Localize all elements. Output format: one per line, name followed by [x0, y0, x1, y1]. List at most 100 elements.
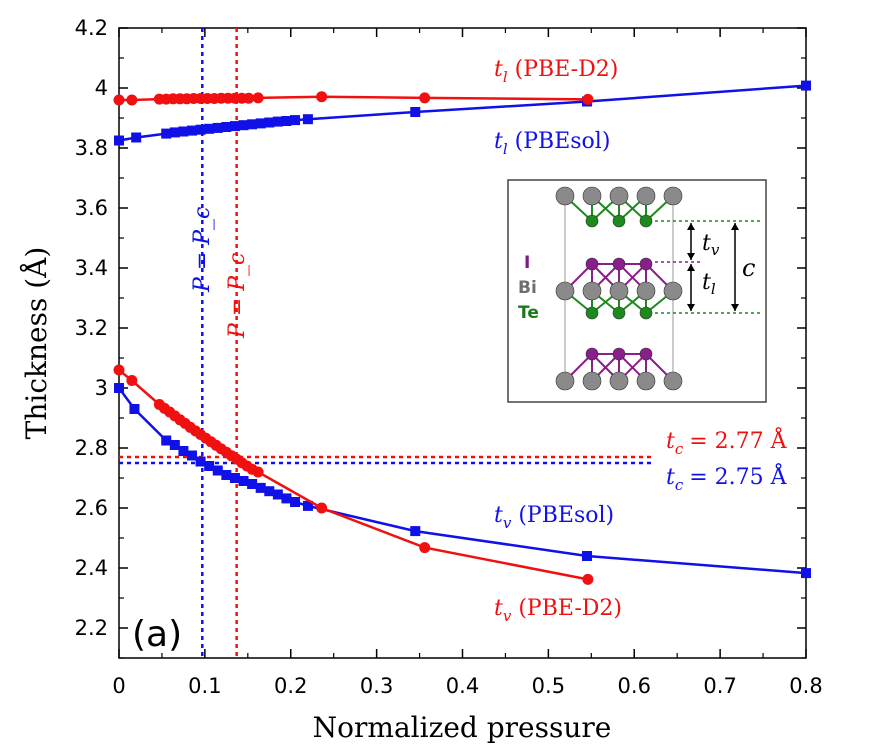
tl-pbesol-label: tl (PBEsol) — [494, 129, 610, 158]
y-tick-label-4: 3 — [95, 376, 108, 400]
tv-pbed2-method: (PBE-D2) — [518, 596, 622, 621]
tl_pbed2-point — [113, 94, 125, 106]
tellurium-atom — [639, 214, 653, 228]
tl_pbesol-point — [221, 122, 232, 132]
tv-dim-sub: v — [711, 241, 720, 259]
tl_pbesol-point — [255, 118, 266, 129]
tl_pbesol-point — [131, 132, 142, 143]
tv_pbesol-point — [801, 568, 811, 579]
x-tick-label-2: 0.2 — [274, 674, 307, 698]
tv_pbesol-point — [161, 435, 172, 446]
tl-pbed2-base: t — [494, 57, 503, 82]
tv_pbesol-point — [247, 479, 258, 489]
y-tick-label-0: 2.2 — [75, 616, 108, 640]
tc-pbed2-label: tc = 2.77 Å — [666, 426, 788, 458]
tl_pbesol-point — [195, 124, 206, 135]
tl_pbed2-point — [252, 92, 264, 104]
tl-pbesol-sub: l — [503, 140, 508, 158]
tv_pbesol-point — [582, 551, 593, 561]
bismuth-atom — [636, 371, 656, 391]
tv_pbesol-point — [290, 497, 301, 507]
x-tick-label-0: 0 — [112, 674, 125, 698]
x-tick-label-5: 0.5 — [532, 674, 565, 698]
tl_pbed2-point — [419, 92, 431, 104]
bismuth-atom — [582, 281, 602, 301]
crystal-structure-inset: I Bi Te tv tl c — [507, 179, 767, 403]
c-arrow-head — [731, 223, 739, 230]
y-tick-label-9: 4 — [95, 76, 108, 100]
bismuth-atom — [636, 186, 656, 206]
tl-pbed2-method: (PBE-D2) — [515, 57, 619, 82]
tv_pbesol-point — [255, 482, 266, 493]
tv_pbesol-point — [212, 465, 223, 476]
bismuth-atom — [582, 186, 602, 206]
tv_pbesol-point — [221, 470, 232, 480]
tl-dimension-label: tl — [702, 270, 716, 298]
iodine-atom — [639, 347, 653, 361]
y-tick-label-2: 2.6 — [75, 496, 108, 520]
tellurium-atom — [639, 306, 653, 320]
tv_pbesol-point — [186, 450, 197, 461]
x-tick-label-4: 0.4 — [446, 674, 479, 698]
tv_pbesol-point — [238, 476, 249, 486]
tv-pbesol-sub: v — [503, 514, 512, 532]
iodine-atom — [639, 257, 653, 271]
tl_pbesol-point — [169, 127, 180, 138]
tl-arrow-head — [687, 264, 695, 271]
tl-pbesol-method: (PBEsol) — [515, 129, 611, 154]
bismuth-atom — [663, 186, 683, 206]
tl_pbesol-point — [247, 119, 258, 130]
tl_pbesol-point — [302, 114, 313, 125]
tv-arrow-head — [687, 253, 695, 260]
tl_pbesol-point — [186, 125, 197, 136]
y-tick-label-6: 3.4 — [75, 256, 108, 280]
tv_pbesol-point — [178, 446, 189, 456]
tv-arrow-head — [687, 223, 695, 230]
bismuth-atom — [555, 371, 575, 391]
tl-arrow-head — [687, 304, 695, 311]
tv_pbed2-point — [252, 466, 264, 478]
x-tick-label-3: 0.3 — [360, 674, 393, 698]
y-tick-label-5: 3.2 — [75, 316, 108, 340]
tv_pbesol-point — [410, 526, 421, 537]
tl_pbesol-point — [114, 135, 124, 146]
pc-pbed2-label: P = P_c — [225, 253, 250, 339]
legend-iodine: I — [524, 253, 530, 273]
x-tick-label-1: 0.1 — [188, 674, 221, 698]
tc-pbesol-value: = 2.75 Å — [689, 462, 787, 490]
tv-dimension-label: tv — [702, 231, 720, 259]
tv_pbed2-point — [113, 364, 125, 376]
tl_pbesol-point — [264, 117, 275, 128]
tl_pbed2-point — [243, 92, 255, 104]
tl-dim-base: t — [702, 270, 711, 295]
tl_pbesol-point — [238, 120, 249, 131]
tl_pbesol-point — [212, 122, 223, 133]
iodine-atom — [585, 257, 599, 271]
bismuth-atom — [555, 186, 575, 206]
tc-pbed2-base: t — [666, 429, 675, 454]
x-axis-title: Normalized pressure — [313, 711, 612, 744]
tl_pbed2-point — [582, 93, 594, 105]
iodine-atom — [585, 347, 599, 361]
tl_pbed2-point — [316, 91, 328, 103]
tv_pbesol-point — [281, 493, 292, 504]
tellurium-atom — [612, 214, 626, 228]
bismuth-atom — [555, 281, 575, 301]
tv_pbesol-point — [272, 489, 283, 500]
tl_pbesol-point — [272, 116, 283, 127]
tl_pbed2-point — [126, 94, 138, 106]
tc-pbed2-sub: c — [675, 440, 684, 458]
y-tick-label-1: 2.4 — [75, 556, 108, 580]
tc-pbesol-sub: c — [675, 476, 684, 494]
inset-lattice — [555, 186, 760, 391]
iodine-atom — [612, 347, 626, 361]
y-tick-label-10: 4.2 — [75, 16, 108, 40]
bismuth-atom — [663, 281, 683, 301]
tv_pbesol-point — [204, 461, 215, 471]
y-axis-title: Thickness (Å) — [20, 247, 53, 440]
c-dimension-label: c — [742, 254, 755, 282]
bismuth-atom — [582, 371, 602, 391]
tv_pbesol-point — [129, 404, 140, 414]
